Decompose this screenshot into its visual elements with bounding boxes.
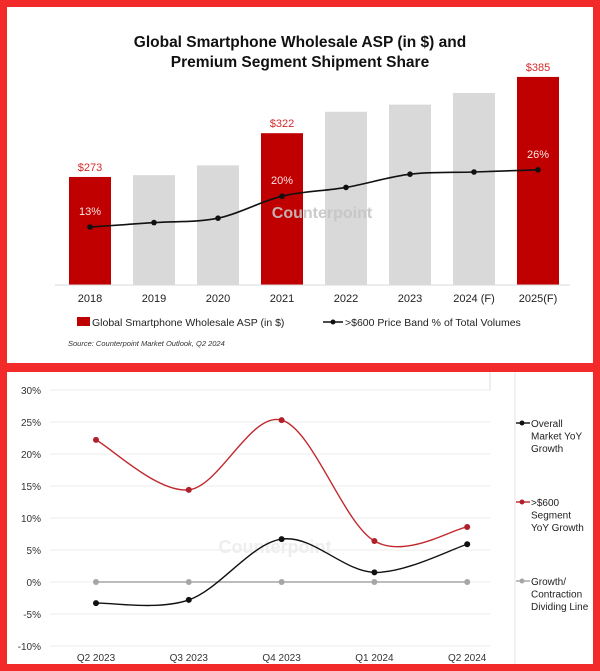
x-tick-label: Q2 2023 xyxy=(77,653,116,664)
bar-2018 xyxy=(69,176,111,285)
legend-line-label: >$600 Price Band % of Total Volumes xyxy=(345,317,521,329)
legend-bar-label: Global Smartphone Wholesale ASP (in $) xyxy=(92,317,284,329)
legend-bar-swatch xyxy=(77,317,90,326)
series-point xyxy=(93,579,99,585)
bar-2023 xyxy=(389,104,431,285)
series-point xyxy=(371,579,378,585)
series-point xyxy=(278,536,285,543)
y-tick-label: 30% xyxy=(21,386,41,397)
share-point xyxy=(279,193,285,199)
legend-label: Segment xyxy=(531,511,571,522)
x-tick-label: 2020 xyxy=(206,293,230,305)
bars-group: $273 $322 $385 xyxy=(69,62,559,286)
legend-line-marker xyxy=(330,319,336,325)
x-tick-label: 2021 xyxy=(270,293,294,305)
share-line xyxy=(89,169,539,228)
series-point xyxy=(278,417,285,424)
chart-title-line1: Global Smartphone Wholesale ASP (in $) a… xyxy=(134,34,466,51)
share-point xyxy=(343,184,349,191)
series-point xyxy=(185,596,192,603)
x-tick-label: 2025(F) xyxy=(519,293,558,305)
series-point xyxy=(464,523,471,530)
legend-label: Contraction xyxy=(531,590,582,601)
series-point xyxy=(371,538,378,545)
legend-label: Overall xyxy=(531,419,563,430)
share-label: 26% xyxy=(527,149,549,161)
series-point xyxy=(278,579,285,585)
legend-marker xyxy=(519,499,525,505)
x-tick-label: 2019 xyxy=(142,293,166,305)
y-tick-label: 20% xyxy=(21,450,41,461)
line-group: 13% 20% 26% xyxy=(79,149,549,230)
x-tick-label: Q3 2023 xyxy=(170,653,209,664)
share-label: 20% xyxy=(271,175,293,187)
x-tick-label: 2024 (F) xyxy=(453,293,495,305)
y-tick-label: 0% xyxy=(27,578,42,589)
legend-label: >$600 xyxy=(531,498,560,509)
x-tick-label: Q4 2023 xyxy=(262,653,301,664)
x-tick-label: 2018 xyxy=(78,293,102,305)
share-point xyxy=(535,167,541,173)
bar-2024F xyxy=(453,93,495,285)
x-tick-label: Q2 2024 xyxy=(448,653,487,664)
bar-2020 xyxy=(197,165,239,285)
bar-value-label: $273 xyxy=(78,162,102,174)
x-tick-label: 2023 xyxy=(398,293,422,305)
chart-title-line2: Premium Segment Shipment Share xyxy=(171,54,430,71)
y-tick-label: 25% xyxy=(21,418,41,429)
series-point xyxy=(93,600,99,607)
series-point xyxy=(93,436,99,443)
y-tick-label: 15% xyxy=(21,482,41,493)
bar-2025F xyxy=(517,76,559,285)
y-tick-label: 5% xyxy=(27,546,42,557)
series-point xyxy=(185,579,192,585)
legend-marker xyxy=(519,420,525,426)
legend-label: Growth/ xyxy=(531,577,566,588)
bar-2019 xyxy=(133,175,175,285)
share-point xyxy=(407,171,413,177)
x-ticks: 2018 2019 2020 2021 2022 2023 2024 (F) 2025(F) xyxy=(78,293,558,305)
legend-label: YoY Growth xyxy=(531,523,584,534)
legend-label: Dividing Line xyxy=(531,602,589,613)
legend-marker xyxy=(519,578,525,584)
x-tick-label: 2022 xyxy=(334,293,358,305)
series-point xyxy=(185,486,192,493)
legend-label: Market YoY xyxy=(531,432,582,443)
share-point xyxy=(87,224,93,230)
lines-group xyxy=(93,417,471,607)
bar-2021 xyxy=(261,133,303,285)
watermark: Counterpoint xyxy=(272,205,373,222)
legend-label: Growth xyxy=(531,444,563,455)
share-point xyxy=(471,169,477,175)
series-point xyxy=(371,569,378,576)
y-tick-label: -5% xyxy=(23,610,41,621)
source-note: Source: Counterpoint Market Outlook, Q2 … xyxy=(68,339,225,348)
x-ticks-2: Q2 2023 Q3 2023 Q4 2023 Q1 2024 Q2 2024 xyxy=(77,653,487,664)
x-tick-label: Q1 2024 xyxy=(355,653,394,664)
share-point xyxy=(215,215,221,221)
bar-value-label: $322 xyxy=(270,118,294,130)
bar-value-label: $385 xyxy=(526,62,550,74)
series-point xyxy=(464,541,471,548)
share-label: 13% xyxy=(79,206,101,218)
y-tick-label: -10% xyxy=(18,642,41,653)
series-point xyxy=(464,579,471,585)
share-point xyxy=(151,219,157,226)
bar-2022 xyxy=(325,111,367,286)
y-tick-label: 10% xyxy=(21,514,41,525)
